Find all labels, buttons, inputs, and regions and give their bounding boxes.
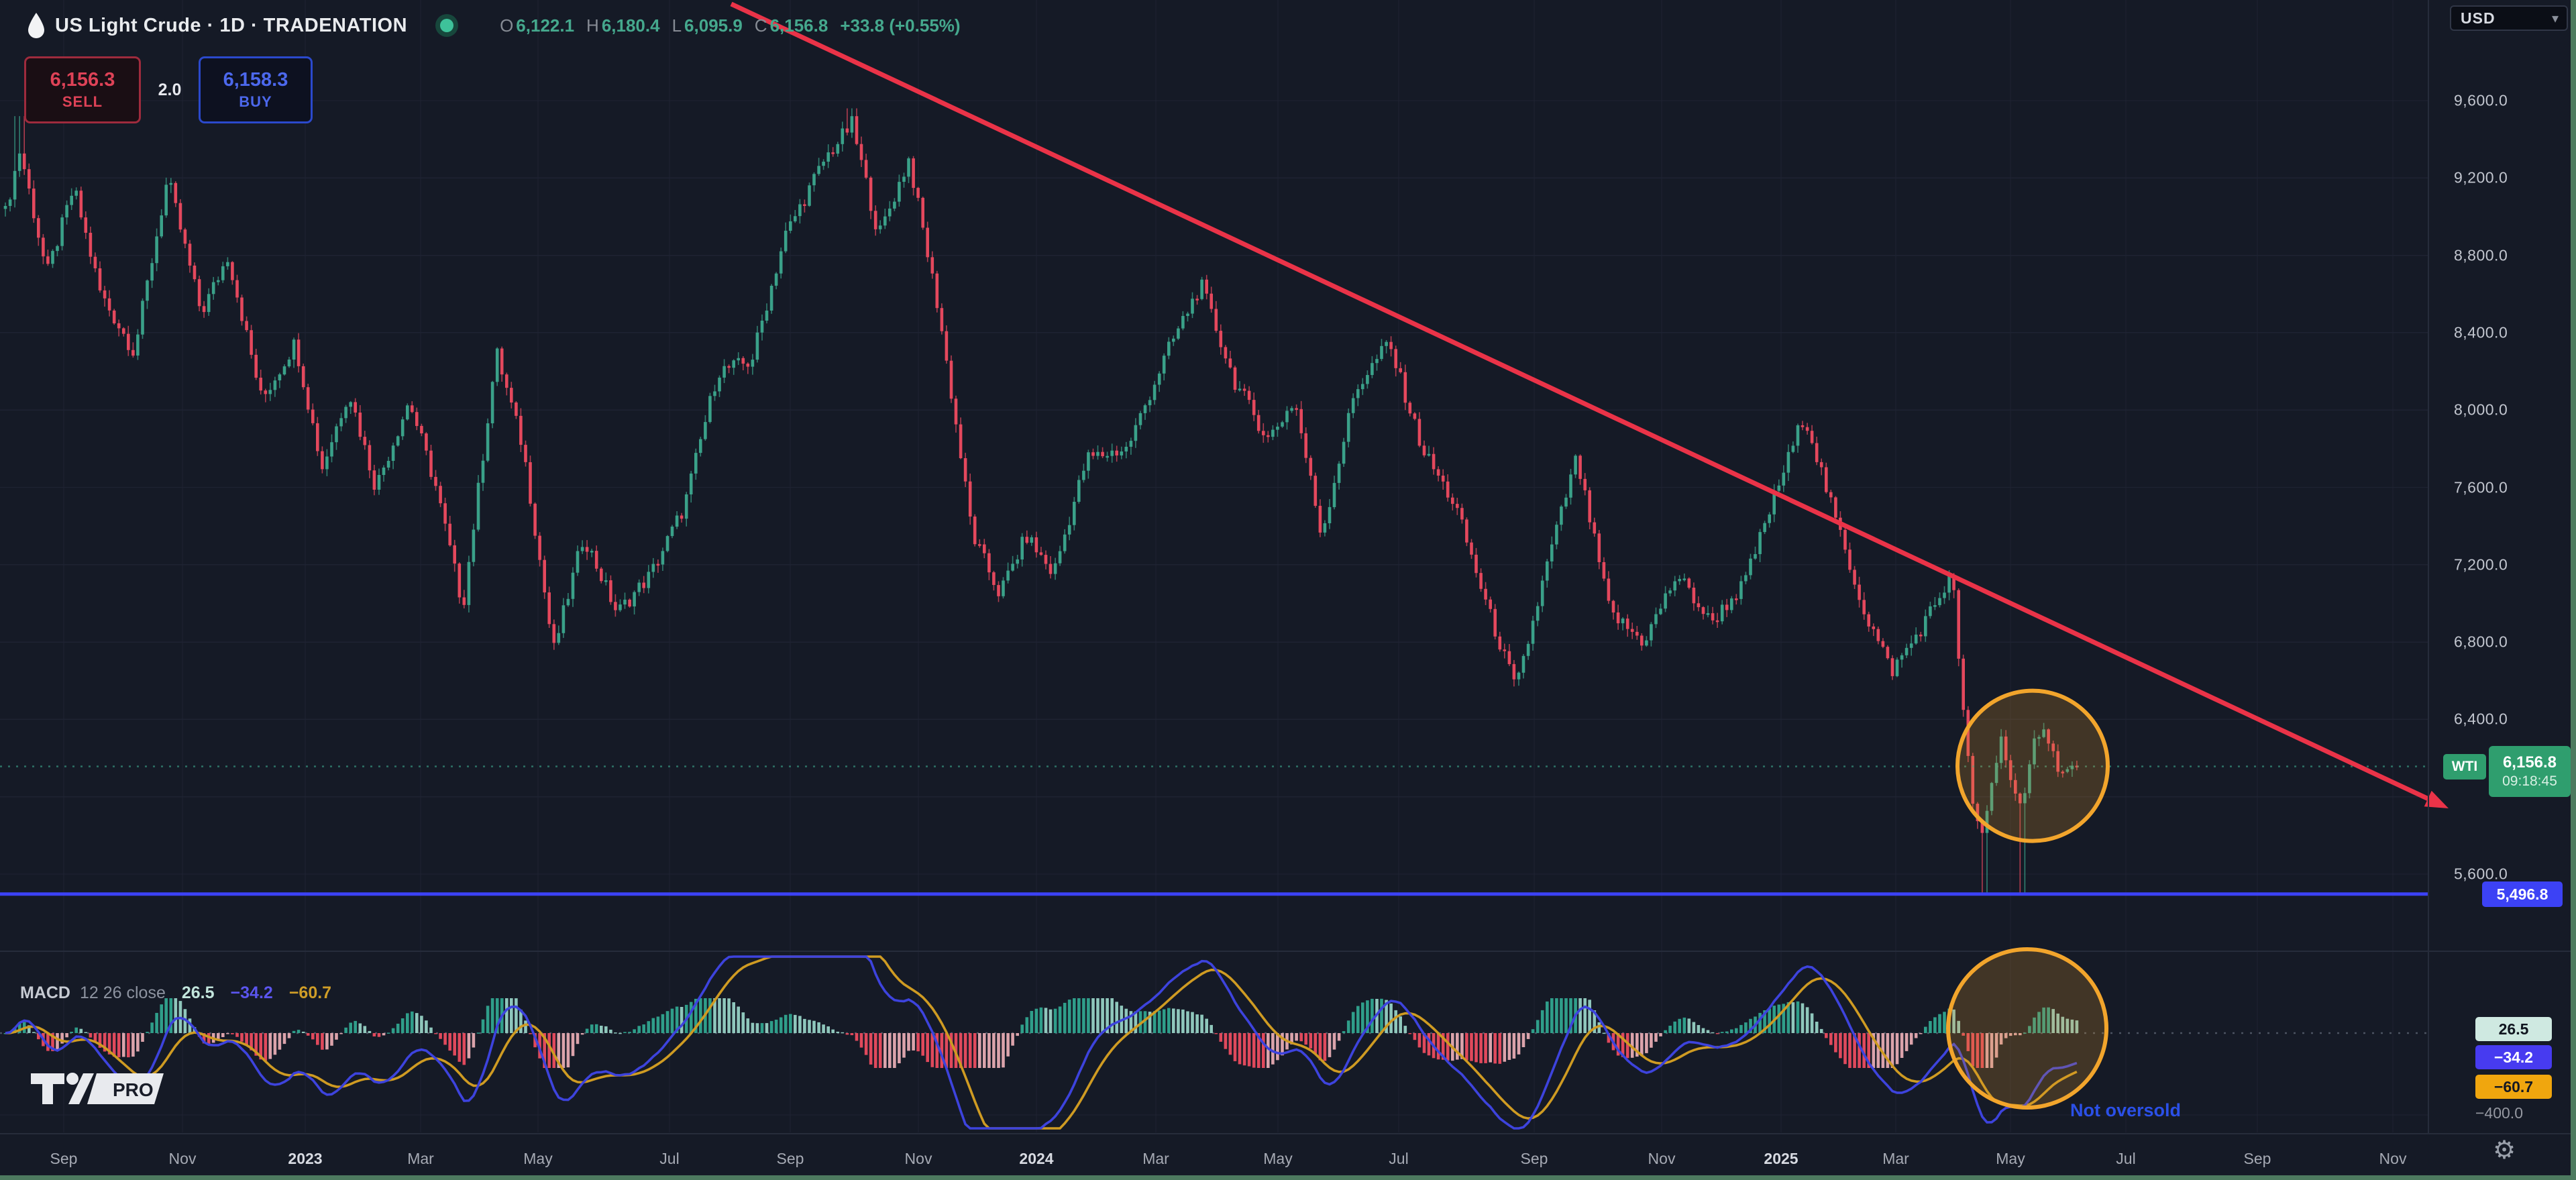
- sell-button[interactable]: 6,156.3 SELL: [24, 56, 141, 123]
- edge-strip-right: [2571, 0, 2576, 1180]
- time-tick-label: Jul: [1389, 1150, 1409, 1167]
- symbol-title[interactable]: US Light Crude · 1D · TRADENATION: [55, 14, 408, 36]
- macd-histogram-tag: 26.5: [2475, 1017, 2552, 1041]
- pro-badge: PRO: [113, 1079, 154, 1100]
- time-tick-label: Nov: [168, 1150, 197, 1167]
- highlight-circle-macd[interactable]: [1946, 947, 2108, 1110]
- last-price-tag: 6,156.8 09:18:45: [2489, 746, 2571, 797]
- price-tick-label: 8,000.0: [2454, 400, 2508, 419]
- symbol-tag-wti: WTI: [2443, 754, 2486, 780]
- time-tick-label: 2023: [288, 1150, 323, 1167]
- tradingview-logo[interactable]: PRO: [27, 1068, 168, 1110]
- close-value: 6,156.8: [769, 15, 828, 36]
- buy-label: BUY: [239, 93, 272, 110]
- price-tick-label: 6,800.0: [2454, 633, 2508, 651]
- buy-price: 6,158.3: [223, 69, 288, 91]
- price-tick-label: 8,800.0: [2454, 246, 2508, 264]
- sell-price: 6,156.3: [50, 69, 115, 91]
- macd-params: 12 26 close: [80, 983, 166, 1002]
- edge-strip-bottom: [0, 1175, 2576, 1180]
- time-tick-label: Mar: [407, 1150, 434, 1167]
- time-tick-label: Mar: [1142, 1150, 1169, 1167]
- highlight-circle-price[interactable]: [1955, 688, 2110, 843]
- time-tick-label: 2025: [1764, 1150, 1799, 1167]
- spread-value: 2.0: [158, 80, 182, 99]
- tradingview-glyph-icon: PRO: [31, 1073, 164, 1104]
- macd-line-value: −34.2: [230, 983, 273, 1002]
- time-tick-label: May: [1996, 1150, 2025, 1167]
- macd-line-tag: −34.2: [2475, 1045, 2552, 1069]
- price-tick-label: 8,400.0: [2454, 323, 2508, 341]
- macd-histogram: [3, 998, 2079, 1068]
- time-tick-label: May: [1263, 1150, 1293, 1167]
- macd-signal-value: −60.7: [288, 983, 332, 1002]
- time-tick-label: Nov: [904, 1150, 932, 1167]
- sell-label: SELL: [62, 93, 103, 110]
- price-tick-label: 9,600.0: [2454, 91, 2508, 109]
- ohlc-readout: O 6,122.1 H 6,180.4 L 6,095.9 C 6,156.8 +33.…: [500, 15, 961, 36]
- panel-borders: [0, 0, 2576, 1134]
- high-value: 6,180.4: [601, 15, 660, 36]
- price-tick-label: 9,200.0: [2454, 168, 2508, 186]
- grid-lines: [0, 0, 2428, 1132]
- low-value: 6,095.9: [684, 15, 743, 36]
- macd-hist-value: 26.5: [181, 983, 215, 1002]
- time-tick-label: May: [523, 1150, 553, 1167]
- not-oversold-annotation: Not oversold: [2070, 1100, 2182, 1120]
- price-tick-label: 6,400.0: [2454, 710, 2508, 728]
- market-status-icon[interactable]: [435, 14, 459, 37]
- price-tick-label: 7,200.0: [2454, 555, 2508, 574]
- chart-header: US Light Crude · 1D · TRADENATION O 6,122…: [27, 9, 961, 42]
- currency-value: USD: [2461, 9, 2496, 27]
- time-tick-label: Nov: [1648, 1150, 1676, 1167]
- downtrend-line[interactable]: [730, 1, 2449, 808]
- currency-selector[interactable]: USD ▾: [2450, 5, 2568, 31]
- bar-countdown: 09:18:45: [2502, 773, 2557, 789]
- oil-drop-icon: [28, 13, 44, 38]
- macd-indicator-header[interactable]: MACD 12 26 close 26.5 −34.2 −60.7: [20, 983, 331, 1003]
- macd-title: MACD: [20, 983, 70, 1002]
- macd-line: [5, 955, 2078, 1130]
- time-tick-label: Nov: [2379, 1150, 2407, 1167]
- buy-button[interactable]: 6,158.3 BUY: [199, 56, 313, 123]
- gear-icon[interactable]: ⚙: [2493, 1136, 2516, 1165]
- time-tick-label: 2024: [1019, 1150, 1054, 1167]
- time-tick-label: Sep: [1520, 1150, 1548, 1167]
- close-label: C: [754, 15, 767, 36]
- high-label: H: [586, 15, 599, 36]
- low-label: L: [672, 15, 682, 36]
- open-label: O: [500, 15, 514, 36]
- time-tick-label: Sep: [2243, 1150, 2271, 1167]
- time-tick-label: Jul: [2116, 1150, 2136, 1167]
- chevron-down-icon: ▾: [2551, 11, 2559, 26]
- price-tick-label: 7,600.0: [2454, 478, 2508, 496]
- time-tick-label: Sep: [776, 1150, 804, 1167]
- macd-signal-tag: −60.7: [2475, 1075, 2552, 1099]
- last-price-value: 6,156.8: [2502, 753, 2557, 771]
- candlesticks: [3, 108, 2079, 894]
- support-level-tag: 5,496.8: [2482, 881, 2563, 907]
- time-tick-label: Sep: [50, 1150, 78, 1167]
- macd-axis-label: −400.0: [2475, 1104, 2523, 1122]
- time-tick-label: Jul: [659, 1150, 680, 1167]
- price-tick-label: 5,600.0: [2454, 865, 2508, 883]
- change-value: +33.8 (+0.55%): [840, 15, 961, 36]
- time-tick-label: Mar: [1882, 1150, 1909, 1167]
- open-value: 6,122.1: [516, 15, 575, 36]
